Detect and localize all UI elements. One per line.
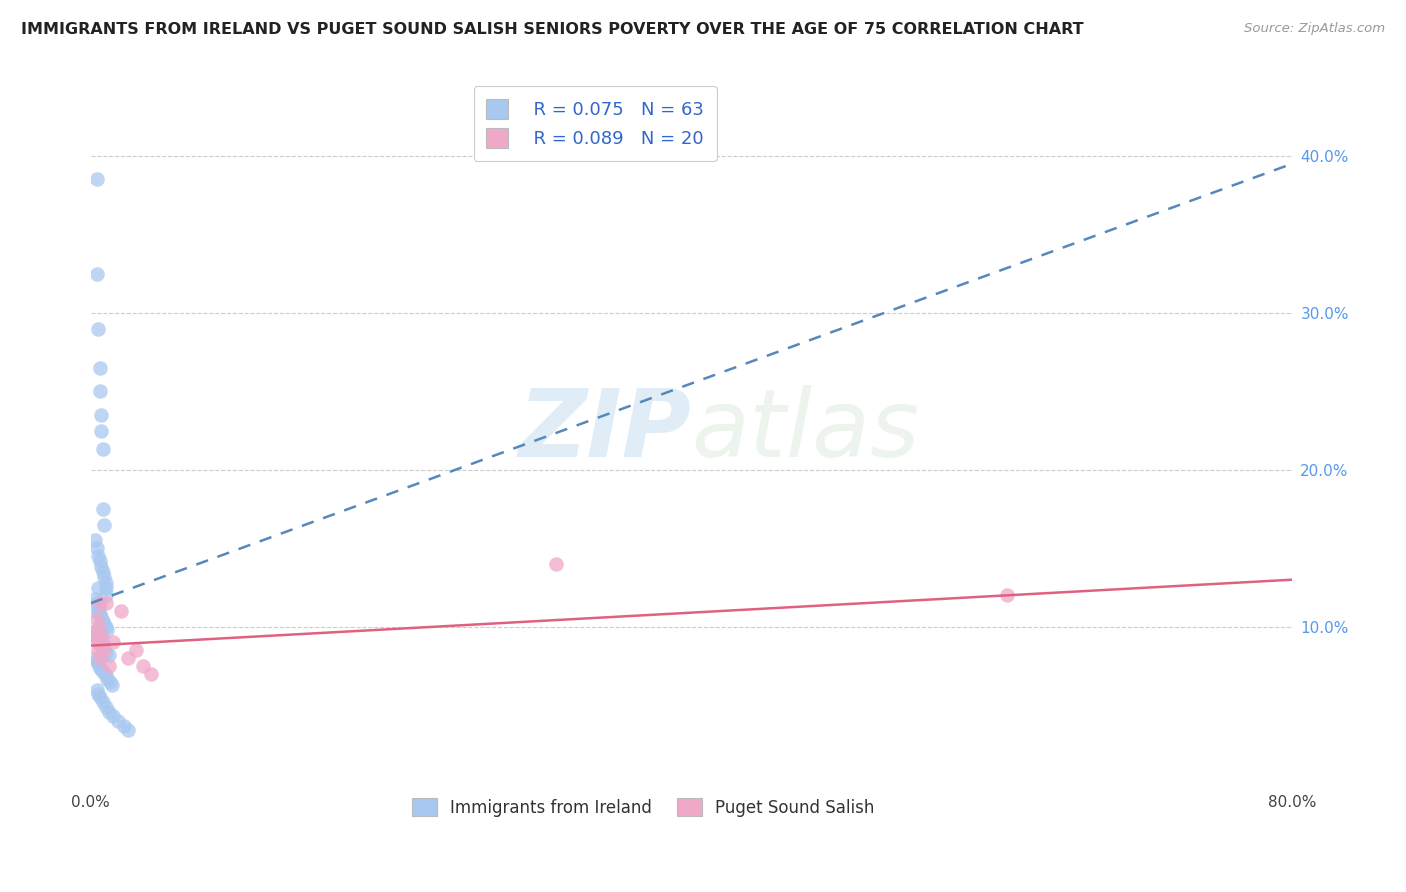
Point	[87, 604, 110, 618]
Point	[94, 647, 117, 661]
Point	[91, 565, 114, 579]
Point	[91, 442, 114, 457]
Point	[546, 557, 568, 571]
Text: IMMIGRANTS FROM IRELAND VS PUGET SOUND SALISH SENIORS POVERTY OVER THE AGE OF 75: IMMIGRANTS FROM IRELAND VS PUGET SOUND S…	[21, 22, 1084, 37]
Point	[995, 588, 1018, 602]
Point	[93, 517, 115, 532]
Point	[86, 596, 108, 610]
Point	[91, 614, 114, 628]
Point	[117, 723, 139, 738]
Point	[84, 651, 107, 665]
Point	[94, 699, 117, 714]
Point	[84, 591, 107, 606]
Point	[112, 719, 135, 733]
Point	[100, 678, 122, 692]
Point	[93, 643, 115, 657]
Point	[86, 612, 108, 626]
Point	[91, 640, 114, 655]
Point	[87, 581, 110, 595]
Point	[91, 502, 114, 516]
Point	[94, 668, 117, 682]
Point	[86, 267, 108, 281]
Point	[89, 690, 111, 705]
Point	[139, 666, 162, 681]
Point	[84, 624, 107, 639]
Point	[90, 560, 112, 574]
Text: Source: ZipAtlas.com: Source: ZipAtlas.com	[1244, 22, 1385, 36]
Point	[89, 635, 111, 649]
Point	[91, 695, 114, 709]
Point	[86, 627, 108, 641]
Point	[86, 541, 108, 556]
Point	[96, 672, 118, 686]
Point	[89, 384, 111, 399]
Point	[90, 639, 112, 653]
Point	[87, 607, 110, 622]
Point	[101, 635, 124, 649]
Point	[98, 674, 121, 689]
Text: ZIP: ZIP	[519, 384, 692, 476]
Point	[84, 627, 107, 641]
Point	[101, 709, 124, 723]
Point	[97, 705, 120, 719]
Point	[87, 620, 110, 634]
Point	[93, 569, 115, 583]
Point	[94, 596, 117, 610]
Point	[89, 627, 111, 641]
Point	[94, 581, 117, 595]
Point	[86, 682, 108, 697]
Point	[87, 657, 110, 672]
Point	[86, 654, 108, 668]
Point	[87, 601, 110, 615]
Point	[107, 714, 129, 728]
Point	[93, 616, 115, 631]
Legend: Immigrants from Ireland, Puget Sound Salish: Immigrants from Ireland, Puget Sound Sal…	[404, 789, 883, 825]
Point	[87, 321, 110, 335]
Point	[87, 643, 110, 657]
Point	[86, 631, 108, 645]
Point	[89, 660, 111, 674]
Point	[94, 588, 117, 602]
Point	[84, 533, 107, 548]
Point	[89, 360, 111, 375]
Point	[93, 643, 115, 657]
Point	[86, 635, 108, 649]
Point	[124, 643, 146, 657]
Point	[86, 172, 108, 186]
Text: atlas: atlas	[692, 385, 920, 476]
Point	[91, 665, 114, 680]
Point	[94, 575, 117, 590]
Point	[117, 651, 139, 665]
Point	[89, 607, 111, 622]
Point	[87, 687, 110, 701]
Point	[90, 662, 112, 676]
Point	[90, 610, 112, 624]
Point	[87, 632, 110, 647]
Point	[89, 596, 111, 610]
Point	[90, 408, 112, 422]
Point	[91, 635, 114, 649]
Point	[97, 659, 120, 673]
Point	[89, 554, 111, 568]
Point	[94, 620, 117, 634]
Point	[90, 424, 112, 438]
Point	[132, 659, 155, 673]
Point	[96, 623, 118, 637]
Point	[110, 604, 132, 618]
Point	[87, 549, 110, 563]
Point	[97, 648, 120, 662]
Point	[90, 627, 112, 641]
Point	[89, 651, 111, 665]
